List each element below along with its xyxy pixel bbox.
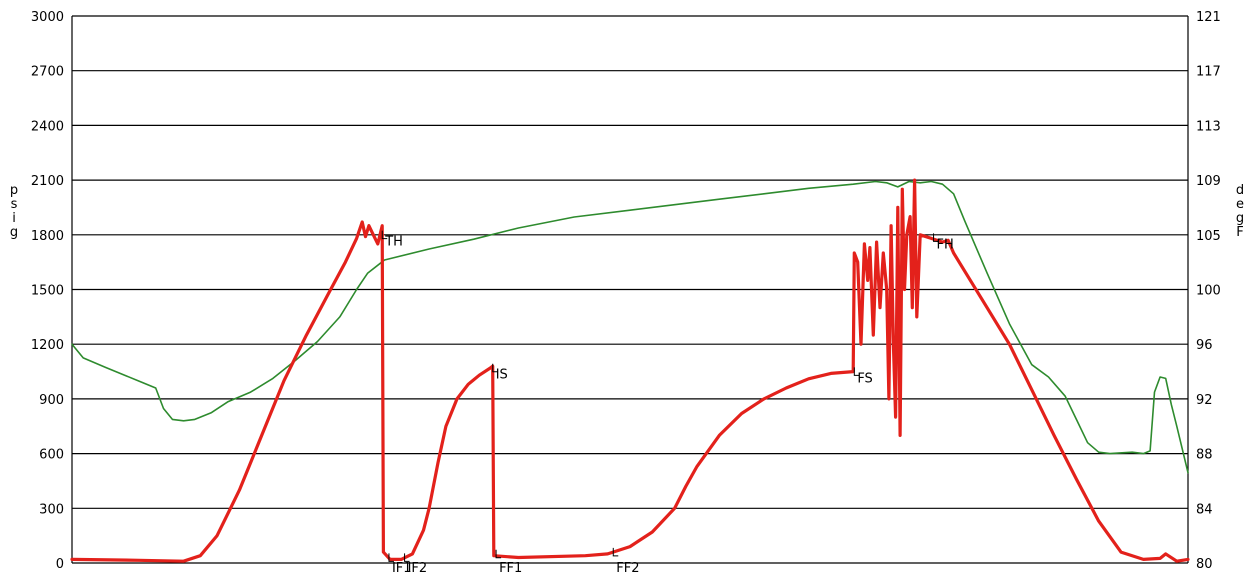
marker-label: IS [496, 368, 508, 383]
pressure-series-line [70, 178, 1190, 563]
left-tick-label: 1200 [31, 338, 64, 353]
right-axis-letter: d [1236, 183, 1244, 198]
left-tick-label: 600 [39, 448, 64, 463]
marker-tick [388, 553, 394, 562]
right-tick-label: 88 [1196, 448, 1213, 463]
marker-tick [404, 553, 410, 562]
marker-tick [933, 233, 939, 242]
marker-tick [853, 367, 860, 376]
left-tick-label: 1800 [31, 229, 64, 244]
left-axis-letter: p [10, 183, 18, 198]
left-tick-label: 900 [39, 393, 64, 408]
right-axis-letter: g [1236, 211, 1244, 226]
marker-label: FH [937, 237, 954, 252]
right-tick-label: 92 [1196, 393, 1213, 408]
right-axis-ticks: 80 84 88 92 96 100 105 109 113 117 121 [1196, 10, 1221, 572]
right-tick-label: 100 [1196, 284, 1221, 299]
right-tick-label: 84 [1196, 502, 1213, 517]
marker-tick [492, 363, 498, 373]
marker-label: FF2 [616, 561, 639, 573]
marker-tick [612, 547, 619, 557]
right-tick-label: 109 [1196, 174, 1221, 189]
right-tick-label: 121 [1196, 10, 1221, 25]
marker-label: TH [384, 235, 403, 250]
temperature-series-line [71, 180, 1189, 474]
left-tick-label: 2400 [31, 119, 64, 134]
left-tick-label: 2100 [31, 174, 64, 189]
left-axis-letter: i [12, 211, 16, 226]
right-axis-letter: e [1236, 197, 1244, 212]
left-tick-label: 1500 [31, 284, 64, 299]
gridlines [71, 15, 1189, 564]
marker-label: FF1 [499, 561, 522, 573]
left-tick-label: 300 [39, 502, 64, 517]
right-tick-label: 96 [1196, 338, 1213, 353]
left-tick-label: 0 [56, 557, 64, 572]
marker-label: IF1 [392, 561, 412, 573]
left-axis-letter: g [10, 225, 18, 240]
left-tick-label: 2700 [31, 65, 64, 80]
right-tick-label: 105 [1196, 229, 1221, 244]
left-tick-label: 3000 [31, 10, 64, 25]
right-tick-label: 80 [1196, 557, 1213, 572]
right-tick-label: 117 [1196, 65, 1221, 80]
right-tick-label: 113 [1196, 119, 1221, 134]
left-axis-letter: s [11, 197, 18, 212]
marker-tick [381, 230, 388, 240]
right-axis-letter: F [1236, 225, 1243, 240]
marker-label: IF2 [408, 561, 428, 573]
series-layer [70, 178, 1190, 563]
marker-label: FS [857, 371, 873, 386]
marker-tick [495, 549, 502, 559]
left-axis-ticks: 0 300 600 900 1200 1500 1800 2100 2400 2700 3000 [31, 10, 64, 572]
